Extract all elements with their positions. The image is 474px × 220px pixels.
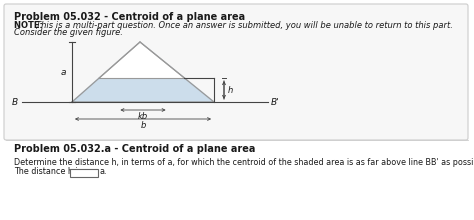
FancyBboxPatch shape xyxy=(70,169,98,177)
Text: Problem 05.032 - Centroid of a plane area: Problem 05.032 - Centroid of a plane are… xyxy=(14,12,245,22)
Text: kb: kb xyxy=(138,112,148,121)
Text: The distance h is: The distance h is xyxy=(14,167,82,176)
Polygon shape xyxy=(72,42,214,102)
FancyBboxPatch shape xyxy=(4,4,468,140)
Text: a: a xyxy=(61,68,66,77)
Polygon shape xyxy=(99,42,184,78)
Text: Consider the given figure.: Consider the given figure. xyxy=(14,28,123,37)
Text: a.: a. xyxy=(100,167,108,176)
Text: Determine the distance h, in terms of a, for which the centroid of the shaded ar: Determine the distance h, in terms of a,… xyxy=(14,158,474,167)
Text: B: B xyxy=(12,97,18,106)
Text: b: b xyxy=(140,121,146,130)
Text: B': B' xyxy=(271,97,280,106)
Text: NOTE:: NOTE: xyxy=(14,21,46,30)
Text: h: h xyxy=(228,86,233,95)
Text: Problem 05.032.a - Centroid of a plane area: Problem 05.032.a - Centroid of a plane a… xyxy=(14,144,255,154)
Text: This is a multi-part question. Once an answer is submitted, you will be unable t: This is a multi-part question. Once an a… xyxy=(36,21,453,30)
